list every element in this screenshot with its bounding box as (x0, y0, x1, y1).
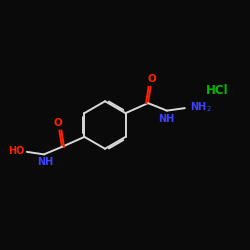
Text: HO: HO (8, 146, 25, 156)
Text: O: O (148, 74, 157, 84)
Text: HCl: HCl (206, 84, 229, 96)
Text: O: O (53, 118, 62, 128)
Text: NH: NH (158, 114, 174, 124)
Text: NH$_2$: NH$_2$ (190, 100, 212, 114)
Text: NH: NH (37, 158, 53, 168)
